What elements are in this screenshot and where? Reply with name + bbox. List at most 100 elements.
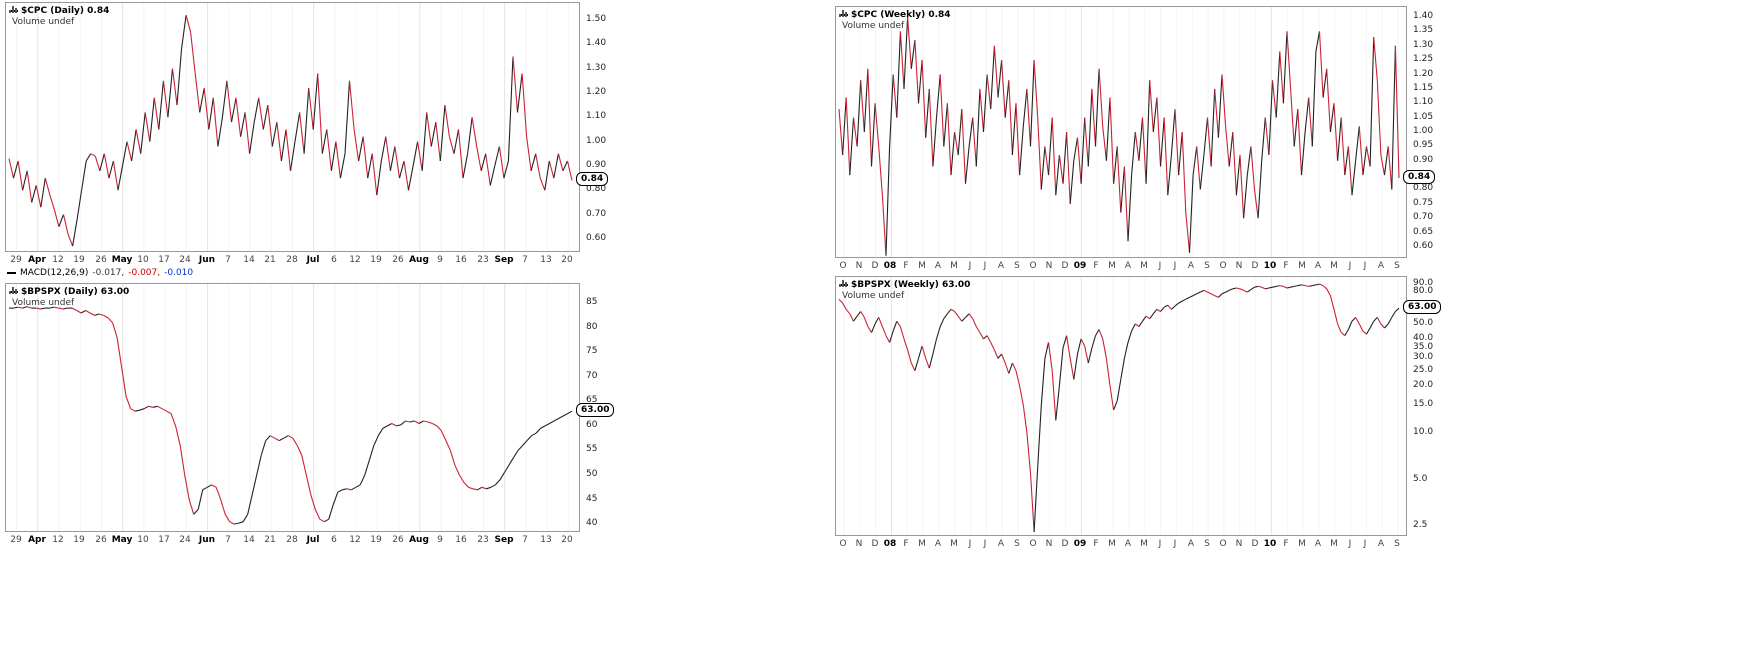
x-axis-tick-label: A: [1314, 261, 1322, 271]
macd-label: MACD(12,26,9): [20, 268, 89, 278]
x-axis-tick-label: O: [839, 539, 847, 549]
y-axis-tick-label: 0.90: [1413, 155, 1434, 165]
x-axis-tick-label: D: [871, 539, 879, 549]
x-axis-tick-label: N: [855, 539, 863, 549]
chart-legend: $CPC (Weekly) 0.84 Volume undef: [839, 9, 951, 31]
y-axis-tick-label: 1.50: [586, 14, 607, 24]
macd-line-icon: [7, 272, 16, 274]
x-axis-tick-label: 29: [10, 255, 22, 265]
x-axis-tick-label: 19: [73, 535, 85, 545]
y-axis-tick-label: 0.90: [586, 160, 607, 170]
x-axis-tick-label: O: [839, 261, 847, 271]
y-axis-tick-label: 0.65: [1413, 227, 1434, 237]
x-axis-tick-label: 10: [1263, 261, 1277, 271]
x-axis-tick-label: 26: [95, 535, 107, 545]
x-axis-tick-label: N: [1045, 261, 1053, 271]
y-axis-tick-label: 1.35: [1413, 25, 1434, 35]
chart-title: $CPC (Daily) 0.84: [21, 5, 110, 16]
x-axis-tick-label: M: [1108, 261, 1116, 271]
x-axis-tick-label: O: [1219, 539, 1227, 549]
x-axis-tick-label: 09: [1073, 539, 1087, 549]
x-axis-tick-label: J: [968, 539, 972, 549]
y-axis-tick-label: 90.0: [1413, 278, 1434, 288]
x-axis-tick-label: M: [1140, 539, 1148, 549]
x-axis-tick-label: N: [1235, 539, 1243, 549]
x-axis-tick-label: Jun: [198, 255, 216, 265]
volume-label: Volume undef: [12, 16, 75, 27]
x-axis-tick-label: M: [1298, 261, 1306, 271]
x-axis-tick-label: O: [1029, 261, 1037, 271]
x-axis-tick-label: 20: [561, 255, 573, 265]
x-axis-tick-label: J: [1158, 539, 1162, 549]
x-axis-tick-label: S: [1014, 539, 1020, 549]
x-axis-tick-label: D: [871, 261, 879, 271]
x-axis-tick-label: J: [983, 539, 987, 549]
x-axis-tick-label: Jul: [306, 255, 320, 265]
y-axis: 1.50 1.40 1.30 1.20 1.10 1.00 0.90 0.80 0.70 0.60: [582, 2, 626, 250]
x-axis-tick-label: 20: [561, 535, 573, 545]
x-axis-tick-label: J: [1363, 261, 1367, 271]
y-axis-tick-label: 0.75: [1413, 198, 1434, 208]
y-axis-tick-label: 55: [586, 444, 598, 454]
y-axis-tick-label: 75: [586, 346, 598, 356]
x-axis-tick-label: 19: [370, 255, 382, 265]
x-axis-tick-label: 12: [349, 255, 361, 265]
y-axis-tick-label: 20.0: [1413, 380, 1434, 390]
y-axis-tick-label: 35.0: [1413, 342, 1434, 352]
x-axis-tick-label: 14: [243, 255, 255, 265]
x-axis-tick-label: J: [1158, 261, 1162, 271]
x-axis-tick-label: 19: [73, 255, 85, 265]
x-axis-tick-label: Sep: [494, 255, 514, 265]
y-axis-tick-label: 0.70: [586, 209, 607, 219]
volume-label: Volume undef: [842, 290, 905, 301]
x-axis-tick-label: 28: [286, 535, 298, 545]
x-axis-tick-label: S: [1394, 261, 1400, 271]
x-axis-tick-label: 17: [158, 535, 170, 545]
y-axis-tick-label: 50.0: [1413, 318, 1434, 328]
x-axis-tick-label: A: [1124, 539, 1132, 549]
bpspx-weekly-line-chart: [838, 277, 1400, 535]
x-axis-tick-label: M: [950, 539, 958, 549]
cpc-daily-plot-area: $CPC (Daily) 0.84 Volume undef: [5, 2, 580, 252]
x-axis-tick-label: 28: [286, 255, 298, 265]
x-axis-tick-label: Jul: [306, 535, 320, 545]
x-axis-tick-label: M: [918, 539, 926, 549]
x-axis: O N D 08 F M A M J J A S O N D 09 F M A M J J A S O N D 10 F M A M J J A S: [835, 538, 1405, 551]
x-axis-tick-label: D: [1251, 539, 1259, 549]
x-axis-tick-label: 6: [331, 255, 337, 265]
volume-label: Volume undef: [12, 297, 75, 308]
y-axis-tick-label: 1.10: [586, 111, 607, 121]
cpc-weekly-line-chart: [838, 7, 1400, 257]
x-axis-tick-label: F: [1093, 261, 1099, 271]
bpspx-weekly-plot-area: $BPSPX (Weekly) 63.00 Volume undef: [835, 276, 1407, 536]
x-axis-tick-label: F: [1283, 261, 1289, 271]
y-axis-tick-label: 1.00: [1413, 126, 1434, 136]
x-axis-tick-label: N: [1235, 261, 1243, 271]
x-axis-tick-label: 12: [349, 535, 361, 545]
x-axis-tick-label: Aug: [409, 255, 429, 265]
y-axis-tick-label: 1.00: [586, 136, 607, 146]
x-axis-tick-label: Jun: [198, 535, 216, 545]
last-value-marker: 0.84: [576, 172, 609, 186]
y-axis-tick-label: 1.10: [1413, 97, 1434, 107]
y-axis-tick-label: 1.15: [1413, 83, 1434, 93]
x-axis-tick-label: J: [968, 261, 972, 271]
x-axis-tick-label: A: [1314, 539, 1322, 549]
x-axis: O N D 08 F M A M J J A S O N D 09 F M A M J J A S O N D 10 F M A M J J A S: [835, 260, 1405, 273]
x-axis-tick-label: 23: [477, 255, 489, 265]
x-axis-tick-label: 17: [158, 255, 170, 265]
y-axis-tick-label: 80: [586, 322, 598, 332]
x-axis-tick-label: Apr: [28, 255, 46, 265]
chart-legend: $BPSPX (Daily) 63.00 Volume undef: [9, 286, 129, 308]
x-axis-tick-label: Sep: [494, 535, 514, 545]
x-axis-tick-label: J: [1348, 539, 1352, 549]
y-axis-tick-label: 40: [586, 518, 598, 528]
bpspx-weekly-chart-panel: $BPSPX (Weekly) 63.00 Volume undef 90.0 8…: [835, 276, 1475, 558]
chart-title: $CPC (Weekly) 0.84: [851, 9, 951, 20]
macd-readout: MACD(12,26,9) -0.017, -0.007, -0.010: [7, 268, 193, 278]
x-axis-tick-label: A: [934, 261, 942, 271]
macd-value-2: -0.007,: [128, 268, 161, 278]
bpspx-daily-chart-panel: $BPSPX (Daily) 63.00 Volume undef 85 80 75…: [5, 283, 645, 551]
y-axis-tick-label: 50: [586, 469, 598, 479]
x-axis-tick-label: 7: [225, 535, 231, 545]
